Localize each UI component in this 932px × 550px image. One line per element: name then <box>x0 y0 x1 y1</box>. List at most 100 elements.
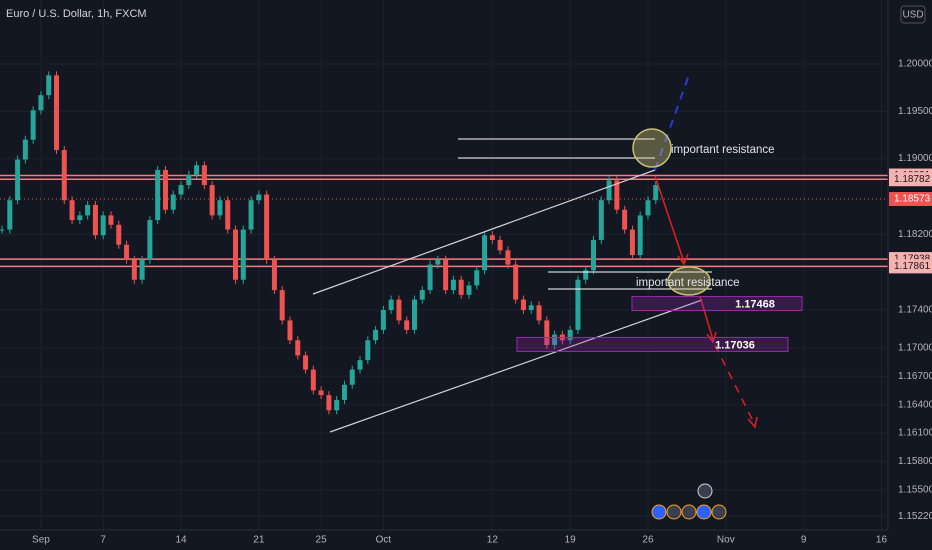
candle <box>536 305 542 321</box>
candle <box>54 75 60 151</box>
y-tick-label: 1.20000 <box>898 59 932 70</box>
price-tag-label: 1.18782 <box>894 174 931 185</box>
y-tick-label: 1.16700 <box>898 371 932 382</box>
candle <box>287 320 293 341</box>
candle <box>131 259 137 280</box>
candle <box>209 185 215 216</box>
candle <box>489 235 495 240</box>
current-price-tag <box>889 191 932 206</box>
candle <box>310 369 316 391</box>
x-tick-label: 12 <box>487 535 499 546</box>
price-tag-label: 1.17861 <box>894 261 931 272</box>
candle <box>544 320 550 346</box>
y-tick-label: 1.16100 <box>898 428 932 439</box>
candle <box>85 204 91 216</box>
event-icon <box>666 504 682 520</box>
candle <box>450 279 456 291</box>
channel-line <box>312 169 656 295</box>
candle <box>271 259 277 291</box>
x-tick-label: 9 <box>801 535 807 546</box>
candle <box>474 270 480 286</box>
arrow-head <box>706 331 717 344</box>
candle <box>116 224 122 245</box>
candle <box>225 200 231 230</box>
candle <box>15 159 21 201</box>
candle <box>201 165 207 186</box>
x-tick-label: 14 <box>175 535 187 546</box>
candle <box>622 209 628 230</box>
candle <box>388 299 394 310</box>
candle <box>139 259 145 280</box>
candles <box>0 71 659 415</box>
event-icon <box>651 504 667 520</box>
candle <box>637 215 643 256</box>
y-tick-label: 1.16400 <box>898 399 932 410</box>
candle <box>0 229 5 231</box>
currency-box[interactable] <box>900 5 926 24</box>
candle <box>443 259 449 291</box>
candle <box>46 75 52 96</box>
candle <box>7 200 13 230</box>
y-tick-label: 1.17400 <box>898 305 932 316</box>
candle <box>575 279 581 330</box>
channel-line <box>329 299 703 433</box>
candle <box>279 290 285 321</box>
event-icon <box>696 504 712 520</box>
projection-arrow <box>654 175 685 263</box>
candle <box>170 194 176 210</box>
y-tick-label: 1.19000 <box>898 153 932 164</box>
candle <box>404 320 410 330</box>
candle <box>552 334 558 346</box>
y-tick-label: 1.15500 <box>898 484 932 495</box>
zone-label: 1.17036 <box>715 339 755 351</box>
x-tick-label: 25 <box>316 535 328 546</box>
x-tick-label: Sep <box>32 535 50 546</box>
x-tick-label: 21 <box>253 535 265 546</box>
event-icon <box>697 483 713 499</box>
candle <box>373 329 379 341</box>
candle <box>583 270 589 280</box>
candle <box>520 299 526 310</box>
candle <box>396 299 402 321</box>
candle <box>653 185 659 201</box>
candle <box>233 229 239 280</box>
candle <box>256 194 262 201</box>
projection-arrow <box>699 295 714 341</box>
price-tag-label: 1.17938 <box>894 254 931 265</box>
candle <box>124 244 130 260</box>
candle <box>264 194 270 260</box>
candle <box>419 290 425 300</box>
candle <box>528 305 534 310</box>
candle <box>303 355 309 370</box>
candle <box>497 239 503 251</box>
candle <box>162 169 168 210</box>
y-tick-label: 1.15220 <box>898 511 932 522</box>
candle <box>513 264 519 300</box>
y-tick-label: 1.19500 <box>898 106 932 117</box>
candle <box>645 200 651 216</box>
annotation: important resistance <box>671 144 775 156</box>
zone-label: 1.17468 <box>735 298 775 310</box>
x-tick-label: Nov <box>717 535 735 546</box>
event-icon <box>711 504 727 520</box>
candle <box>606 180 612 201</box>
annotation: important resistance <box>636 277 740 289</box>
candle <box>30 110 36 140</box>
projection-arrow <box>654 71 691 171</box>
x-tick-label: 7 <box>100 535 106 546</box>
candle <box>217 200 223 216</box>
candle <box>240 229 246 280</box>
candle <box>458 279 464 295</box>
candle <box>38 95 44 111</box>
candle <box>629 229 635 256</box>
zone-box <box>631 296 803 312</box>
candle <box>248 200 254 230</box>
candle <box>61 150 67 201</box>
candle <box>334 399 340 411</box>
price-axis <box>888 0 932 550</box>
candle <box>365 340 371 361</box>
x-tick-label: 19 <box>565 535 577 546</box>
candle <box>92 204 98 236</box>
candle <box>427 264 433 291</box>
candle <box>505 250 511 265</box>
